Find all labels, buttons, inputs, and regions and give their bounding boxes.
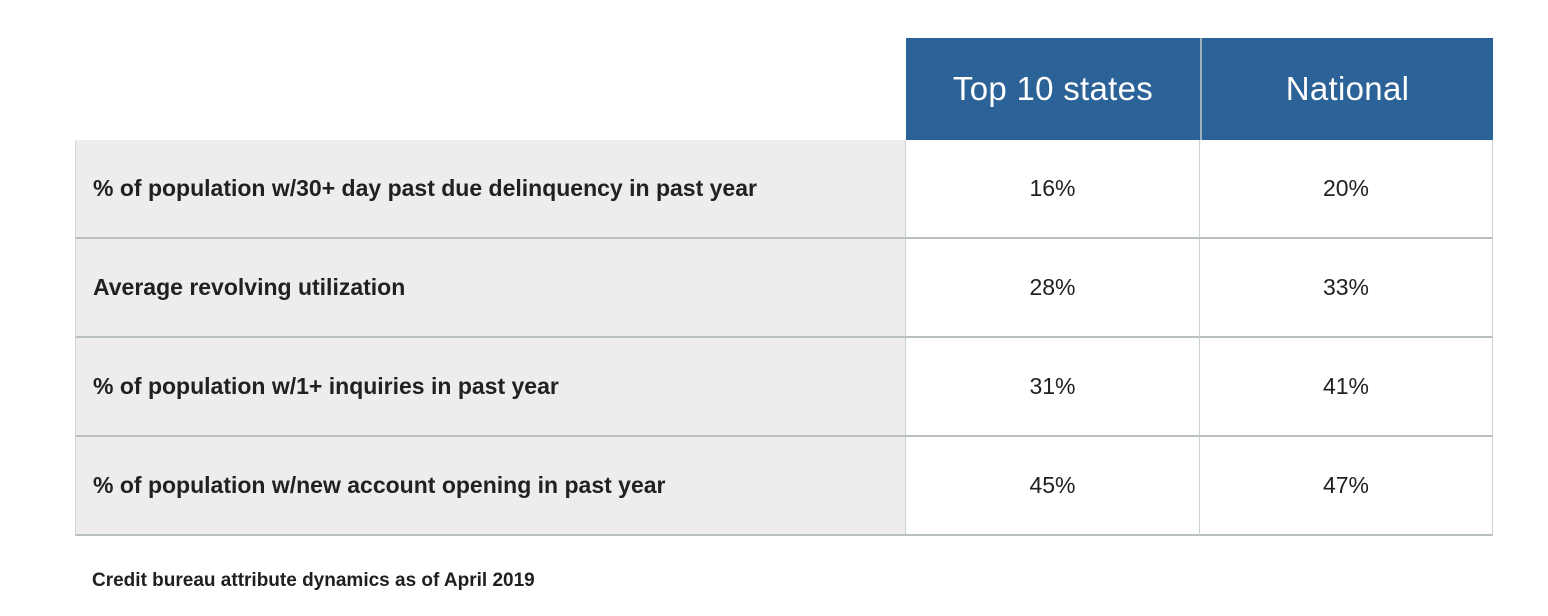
row-label-new-account-opening: % of population w/new account opening in… <box>75 437 906 536</box>
cell-delinquency-top10: 16% <box>906 140 1200 239</box>
table-caption: Credit bureau attribute dynamics as of A… <box>92 570 535 591</box>
cell-inquiries-national: 41% <box>1200 338 1493 437</box>
cell-inquiries-top10: 31% <box>906 338 1200 437</box>
row-label-revolving-utilization: Average revolving utilization <box>75 239 906 338</box>
cell-revolving-utilization-top10: 28% <box>906 239 1200 338</box>
column-header-national: National <box>1200 38 1493 140</box>
table-corner-spacer <box>75 38 906 140</box>
cell-new-account-opening-top10: 45% <box>906 437 1200 536</box>
row-label-inquiries: % of population w/1+ inquiries in past y… <box>75 338 906 437</box>
cell-revolving-utilization-national: 33% <box>1200 239 1493 338</box>
column-header-top-10-states: Top 10 states <box>906 38 1200 140</box>
cell-new-account-opening-national: 47% <box>1200 437 1493 536</box>
row-label-delinquency: % of population w/30+ day past due delin… <box>75 140 906 239</box>
cell-delinquency-national: 20% <box>1200 140 1493 239</box>
credit-attributes-table: Top 10 states National % of population w… <box>75 38 1493 536</box>
